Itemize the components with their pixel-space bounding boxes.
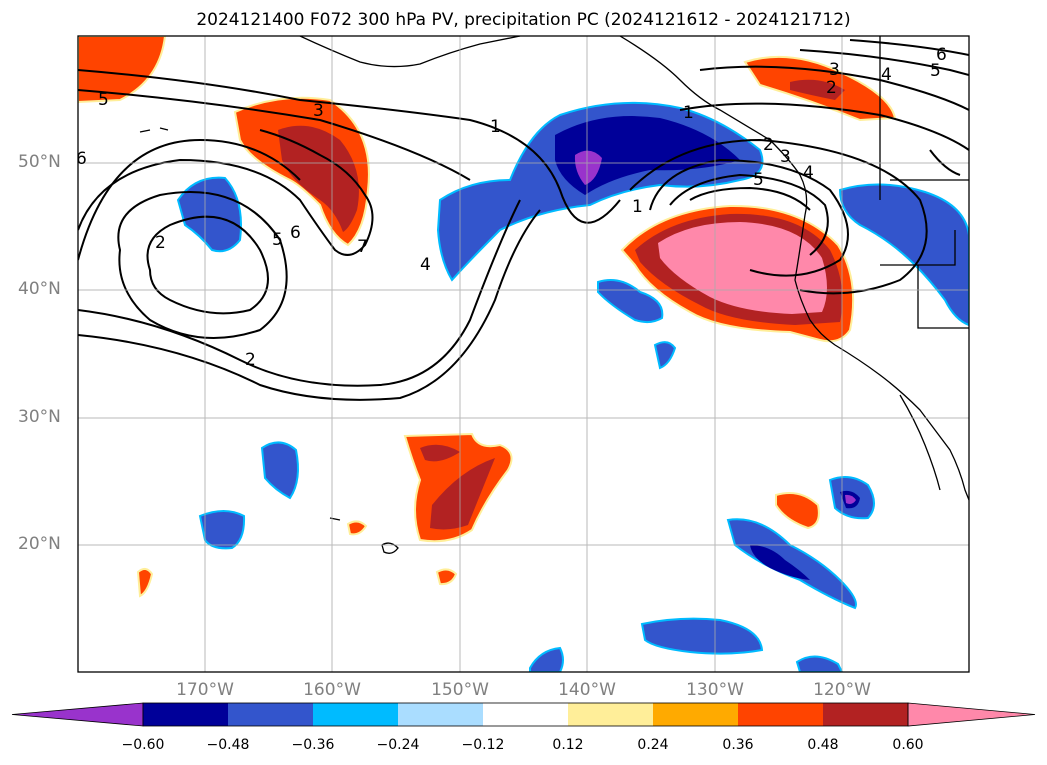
colorbar [11,702,1036,727]
precip-positive [78,36,897,598]
lat-label: 30°N [18,407,61,427]
map-area: 5 3 1 2 5 6 7 4 2 6 1 2 3 4 5 1 3 2 4 5 … [76,36,969,672]
lon-label: 140°W [558,680,616,700]
pv-contours [78,39,969,401]
contour-label: 7 [357,237,368,257]
colorbar-swatch [143,703,228,726]
lon-label: 130°W [686,680,744,700]
contour-label: 3 [829,60,840,80]
contour-label: 6 [76,149,87,169]
contour-label: 4 [420,255,431,275]
lat-label: 40°N [18,279,61,299]
contour-label: 5 [98,90,109,110]
contour-labels: 5 3 1 2 5 6 7 4 2 6 1 2 3 4 5 1 3 2 4 5 … [76,45,947,370]
precip-negative [176,101,969,672]
colorbar-swatch [398,703,483,726]
contour-label: 5 [930,61,941,81]
colorbar-swatch [653,703,738,726]
lat-label: 20°N [18,534,61,554]
colorbar-swatch [568,703,653,726]
contour-label: 2 [763,135,774,155]
contour-label: 2 [826,78,837,98]
colorbar-tick-label: −0.36 [291,737,335,753]
colorbar-tick-label: −0.12 [461,737,505,753]
contour-label: 4 [803,163,814,183]
contour-label: 2 [155,233,166,253]
contour-label: 4 [881,65,892,85]
contour-label: 5 [753,170,764,190]
colorbar-tick-label: −0.48 [206,737,250,753]
colorbar-tick-label: −0.24 [376,737,420,753]
contour-label: 3 [313,101,324,121]
colorbar-tick-label: 0.48 [807,737,839,753]
contour-label: 3 [780,147,791,167]
lon-label: 120°W [813,680,871,700]
lon-label: 150°W [431,680,489,700]
colorbar-frame [142,702,909,727]
colorbar-tick-label: 0.12 [552,737,584,753]
contour-label: 6 [936,45,947,65]
contour-label: 1 [632,197,643,217]
lat-label: 50°N [18,152,61,172]
colorbar-swatch [738,703,823,726]
colorbar-swatch [483,703,568,726]
colorbar-swatch [823,703,908,726]
colorbar-tick-label: 0.24 [637,737,669,753]
colorbar-swatch [228,703,313,726]
colorbar-extend-high [907,702,1036,727]
colorbar-extend-low [11,702,144,727]
colorbar-tick-label: 0.36 [722,737,754,753]
contour-label: 6 [290,223,301,243]
map-title: 2024121400 F072 300 hPa PV, precipitatio… [196,10,851,30]
colorbar-swatch [313,703,398,726]
colorbar-tick-label: 0.60 [892,737,924,753]
coastlines [139,36,969,554]
contour-label: 5 [272,230,283,250]
contour-label: 1 [490,117,501,137]
lon-label: 160°W [303,680,361,700]
contour-label: 1 [683,103,694,123]
contour-label: 2 [245,350,256,370]
graticule [78,36,969,672]
colorbar-tick-label: −0.60 [121,737,165,753]
map-frame [77,35,970,673]
lon-label: 170°W [176,680,234,700]
